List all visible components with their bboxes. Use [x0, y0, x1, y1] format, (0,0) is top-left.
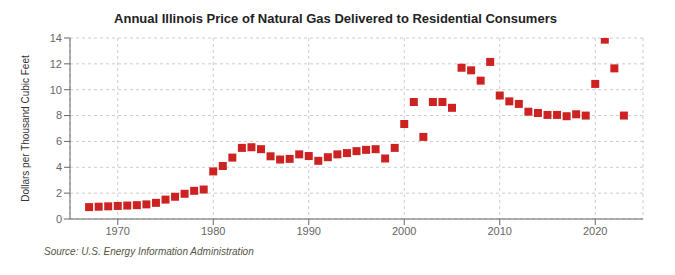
svg-text:2: 2 — [56, 187, 62, 199]
svg-text:8: 8 — [56, 109, 62, 121]
svg-text:12: 12 — [50, 58, 62, 70]
svg-text:6: 6 — [56, 135, 62, 147]
html-text:Annual Illinois Price of Natur: Annual Illinois Price of Natural Gas Del… — [114, 11, 557, 26]
svg-text:2010: 2010 — [488, 225, 512, 237]
svg-text:4: 4 — [56, 161, 62, 173]
svg-text:0: 0 — [56, 213, 62, 225]
svg-text:2020: 2020 — [583, 225, 607, 237]
svg-text:1970: 1970 — [106, 225, 130, 237]
svg-text:Dollars per Thousand Cubic Fee: Dollars per Thousand Cubic Feet — [20, 55, 31, 202]
svg-text:14: 14 — [50, 32, 62, 44]
svg-text:1990: 1990 — [297, 225, 321, 237]
svg-text:1980: 1980 — [201, 225, 225, 237]
html-text:Source: U.S. Energy Informatio: Source: U.S. Energy Information Administ… — [44, 246, 254, 257]
svg-text:10: 10 — [50, 84, 62, 96]
svg-text:2000: 2000 — [392, 225, 416, 237]
